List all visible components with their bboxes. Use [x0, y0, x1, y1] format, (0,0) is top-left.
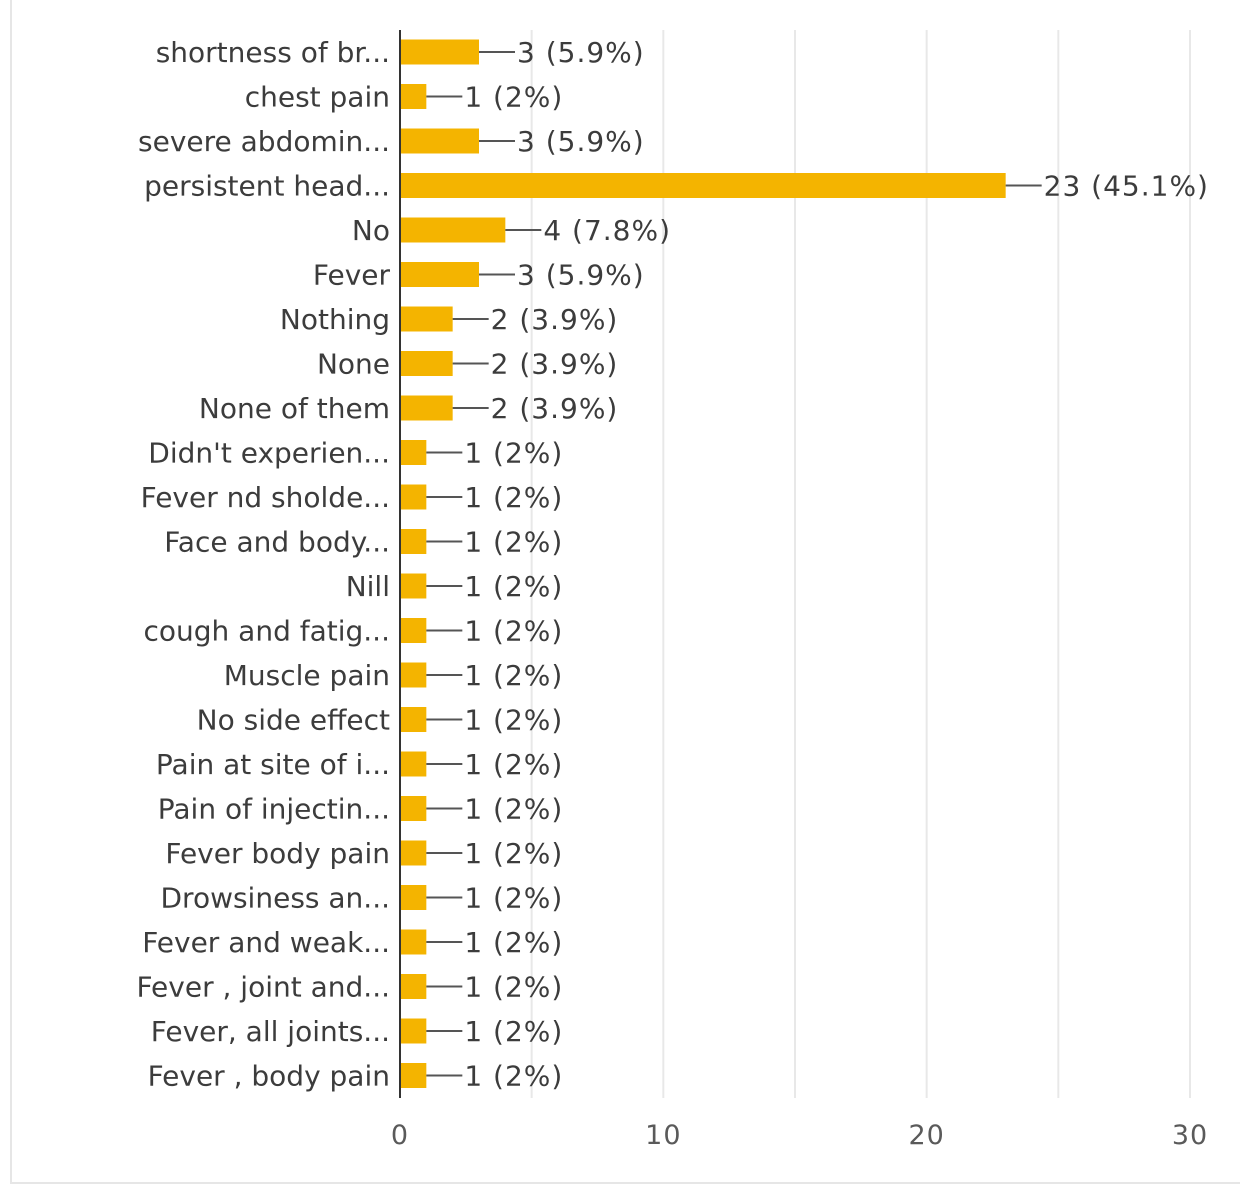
category-label: Drowsiness an... — [160, 882, 390, 915]
data-label: 1 (2%) — [464, 1015, 563, 1048]
data-label: 1 (2%) — [464, 437, 563, 470]
category-label: None — [317, 348, 390, 381]
category-label: shortness of br... — [156, 36, 390, 69]
category-label: Pain at site of i... — [156, 748, 390, 781]
category-label: No side effect — [197, 704, 390, 737]
bar — [400, 796, 427, 821]
bar — [400, 351, 453, 376]
bar — [400, 529, 427, 554]
bar — [400, 39, 479, 65]
data-label: 1 (2%) — [464, 837, 563, 870]
chart-frame — [10, 0, 1240, 1184]
bar — [400, 662, 427, 688]
bar — [400, 1063, 427, 1088]
bar — [400, 306, 453, 332]
x-tick-label: 10 — [645, 1120, 681, 1151]
category-label: Fever , body pain — [148, 1060, 390, 1093]
bar — [400, 395, 453, 421]
bar — [400, 618, 427, 643]
bar — [400, 217, 506, 243]
data-label: 1 (2%) — [464, 659, 563, 692]
category-label: Fever nd sholde... — [141, 481, 390, 514]
category-label: Nill — [346, 570, 390, 603]
data-label: 1 (2%) — [464, 971, 563, 1004]
category-label: Muscle pain — [224, 659, 390, 692]
bar — [400, 974, 427, 999]
category-label: severe abdomin... — [138, 125, 390, 158]
category-label: Fever — [313, 259, 391, 292]
bar — [400, 1018, 427, 1044]
data-label: 1 (2%) — [464, 526, 563, 559]
category-label: None of them — [199, 392, 390, 425]
grid-layer — [530, 30, 1191, 1098]
data-label: 4 (7.8%) — [543, 214, 671, 247]
category-label: Fever , joint and... — [136, 971, 390, 1004]
data-label: 23 (45.1%) — [1044, 170, 1209, 203]
category-label: Fever body pain — [165, 837, 390, 870]
data-label: 1 (2%) — [464, 793, 563, 826]
bar — [400, 751, 427, 777]
bar — [400, 573, 427, 599]
data-label: 1 (2%) — [464, 81, 563, 114]
x-tick-label: 30 — [1172, 1120, 1208, 1151]
bar — [400, 484, 427, 510]
bar — [400, 440, 427, 465]
category-label: cough and fatig... — [143, 615, 390, 648]
bar — [400, 173, 1006, 198]
bar — [400, 262, 479, 287]
data-label: 1 (2%) — [464, 615, 563, 648]
x-axis-ticks: 0 10 20 30 — [391, 1120, 1208, 1151]
category-label: No — [352, 214, 390, 247]
category-label: chest pain — [245, 81, 390, 114]
bar — [400, 128, 479, 154]
data-label: 3 (5.9%) — [517, 125, 645, 158]
bar — [400, 929, 427, 955]
bar — [400, 707, 427, 732]
bar-layer — [400, 39, 1006, 1088]
category-label: Fever, all joints... — [151, 1015, 390, 1048]
data-label: 2 (3.9%) — [491, 392, 619, 425]
category-label: persistent head... — [144, 170, 390, 203]
data-label: 1 (2%) — [464, 882, 563, 915]
bar — [400, 84, 427, 109]
data-label: 1 (2%) — [464, 570, 563, 603]
data-label: 3 (5.9%) — [517, 36, 645, 69]
data-label: 2 (3.9%) — [491, 303, 619, 336]
category-label: Nothing — [280, 303, 390, 336]
category-label: Didn't experien... — [148, 437, 390, 470]
bar — [400, 885, 427, 910]
x-tick-label: 20 — [908, 1120, 944, 1151]
data-label: 2 (3.9%) — [491, 348, 619, 381]
category-label: Pain of injectin... — [158, 793, 390, 826]
data-label: 1 (2%) — [464, 704, 563, 737]
data-label: 1 (2%) — [464, 748, 563, 781]
data-label: 1 (2%) — [464, 1060, 563, 1093]
category-label: Face and body... — [164, 526, 390, 559]
label-layer: shortness of br... 3 (5.9%) chest pain 1 (2… — [136, 36, 1209, 1093]
bar — [400, 840, 427, 866]
data-label: 3 (5.9%) — [517, 259, 645, 292]
data-label: 1 (2%) — [464, 481, 563, 514]
data-label: 1 (2%) — [464, 926, 563, 959]
category-label: Fever and weak... — [142, 926, 390, 959]
x-tick-label: 0 — [391, 1120, 409, 1151]
